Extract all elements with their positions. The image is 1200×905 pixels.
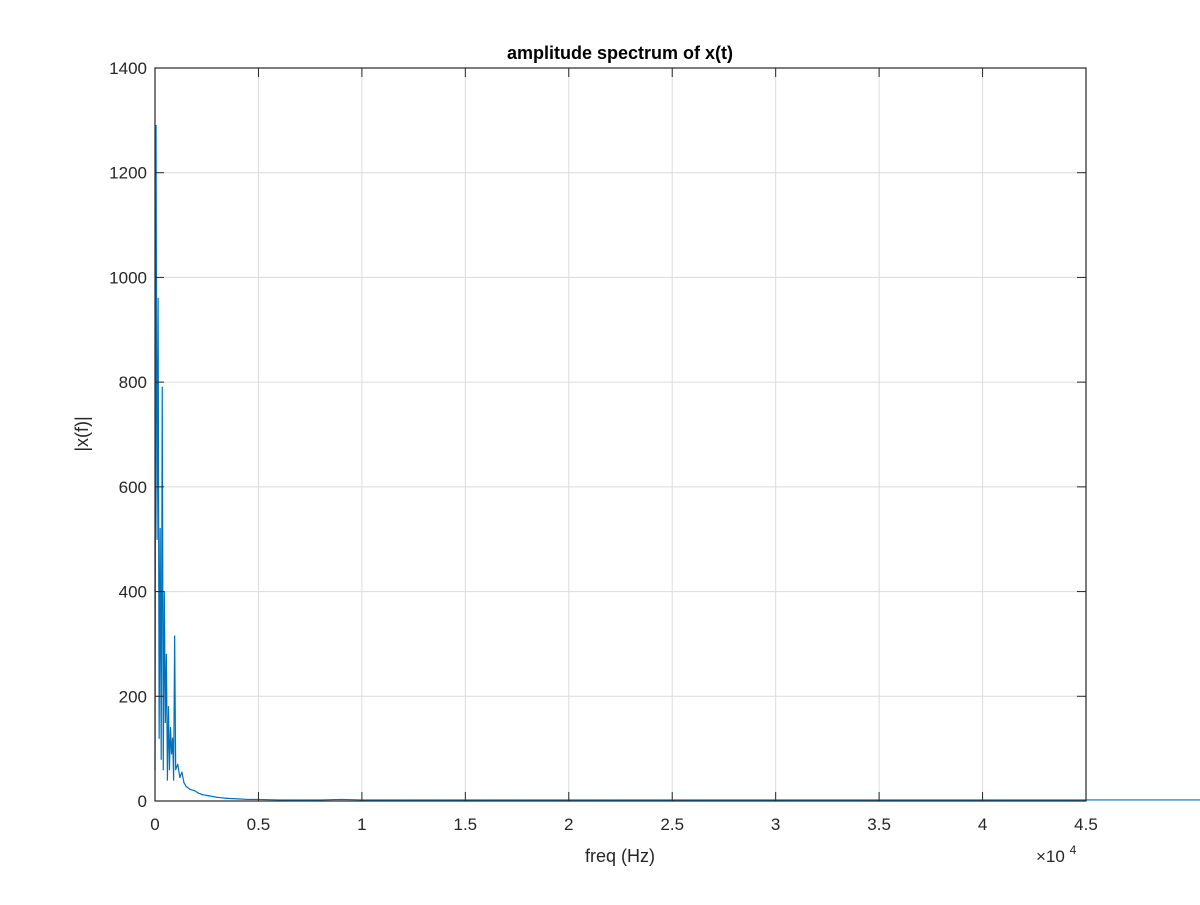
- data-point: [175, 768, 177, 771]
- data-point: [165, 653, 167, 656]
- data-point: [161, 386, 163, 388]
- x-exponent-base: ×10: [1036, 847, 1065, 866]
- y-tick-label: 1400: [109, 59, 147, 78]
- data-point: [201, 794, 204, 796]
- series-layer: [154, 124, 1200, 801]
- tick-layer: [154, 67, 1087, 802]
- data-point: [171, 737, 174, 739]
- data-point: [170, 753, 173, 755]
- x-tick-label: 2.5: [660, 815, 684, 834]
- chart-title: amplitude spectrum of x(t): [507, 43, 733, 63]
- x-tick-label: 1.5: [454, 815, 478, 834]
- plot-area-background: [155, 68, 1086, 801]
- y-tick-label: 400: [119, 583, 147, 602]
- x-tick-label: 0.5: [247, 815, 271, 834]
- data-point: [444, 799, 446, 801]
- data-point: [189, 788, 191, 791]
- data-point: [179, 776, 181, 779]
- data-point: [164, 721, 166, 724]
- data-point: [168, 768, 171, 771]
- data-point: [169, 727, 172, 729]
- data-point: [174, 635, 176, 637]
- data-point: [160, 758, 162, 760]
- y-tick-label: 1000: [109, 268, 147, 287]
- data-point: [163, 590, 165, 593]
- data-point: [526, 799, 529, 801]
- tick-label-layer: 0 0.5 1 1.5 2 2.5 3 3.5 4 4.5 0 200 400 600 800 1000 120…: [109, 59, 1098, 834]
- data-point: [208, 795, 210, 797]
- axes-box: [154, 67, 1087, 802]
- x-tick-label: 3.5: [867, 815, 891, 834]
- data-point: [193, 789, 195, 792]
- x-tick-label: 2: [564, 815, 573, 834]
- data-point: [177, 763, 179, 765]
- data-point: [340, 798, 342, 801]
- data-point: [162, 768, 164, 771]
- data-point: [173, 779, 175, 781]
- data-point: [156, 538, 158, 540]
- data-point: [158, 737, 160, 739]
- data-point: [167, 706, 170, 708]
- series-line: [154, 124, 1200, 801]
- x-tick-label: 0: [150, 815, 159, 834]
- data-point: [159, 528, 161, 530]
- grid-layer: [155, 68, 1086, 801]
- data-point: [226, 797, 229, 799]
- data-point: [319, 799, 322, 801]
- data-point: [610, 799, 612, 801]
- data-point: [181, 771, 183, 773]
- data-point: [278, 799, 280, 801]
- x-axis-label: freq (Hz): [585, 846, 655, 866]
- y-tick-label: 600: [119, 478, 147, 497]
- data-point: [166, 779, 169, 781]
- x-tick-label: 4: [978, 815, 987, 834]
- y-tick-label: 800: [119, 373, 147, 392]
- x-exponent-label: ×10 4: [1036, 843, 1077, 866]
- data-point: [485, 799, 487, 801]
- x-tick-label: 3: [771, 815, 780, 834]
- y-tick-label: 1200: [109, 164, 147, 183]
- data-point: [247, 798, 249, 801]
- data-point: [197, 792, 200, 794]
- data-point: [299, 799, 301, 801]
- data-point: [237, 798, 239, 800]
- x-tick-label: 4.5: [1074, 815, 1098, 834]
- x-tick-label: 1: [357, 815, 366, 834]
- y-axis-label: |x(f)|: [72, 416, 92, 451]
- x-exponent-power: 4: [1070, 843, 1077, 857]
- data-point: [157, 297, 159, 299]
- data-point: [183, 782, 185, 784]
- data-point: [185, 785, 187, 787]
- data-point: [216, 796, 218, 798]
- data-point: [402, 799, 404, 801]
- y-tick-label: 0: [138, 792, 147, 811]
- data-point: [155, 124, 157, 127]
- y-tick-label: 200: [119, 687, 147, 706]
